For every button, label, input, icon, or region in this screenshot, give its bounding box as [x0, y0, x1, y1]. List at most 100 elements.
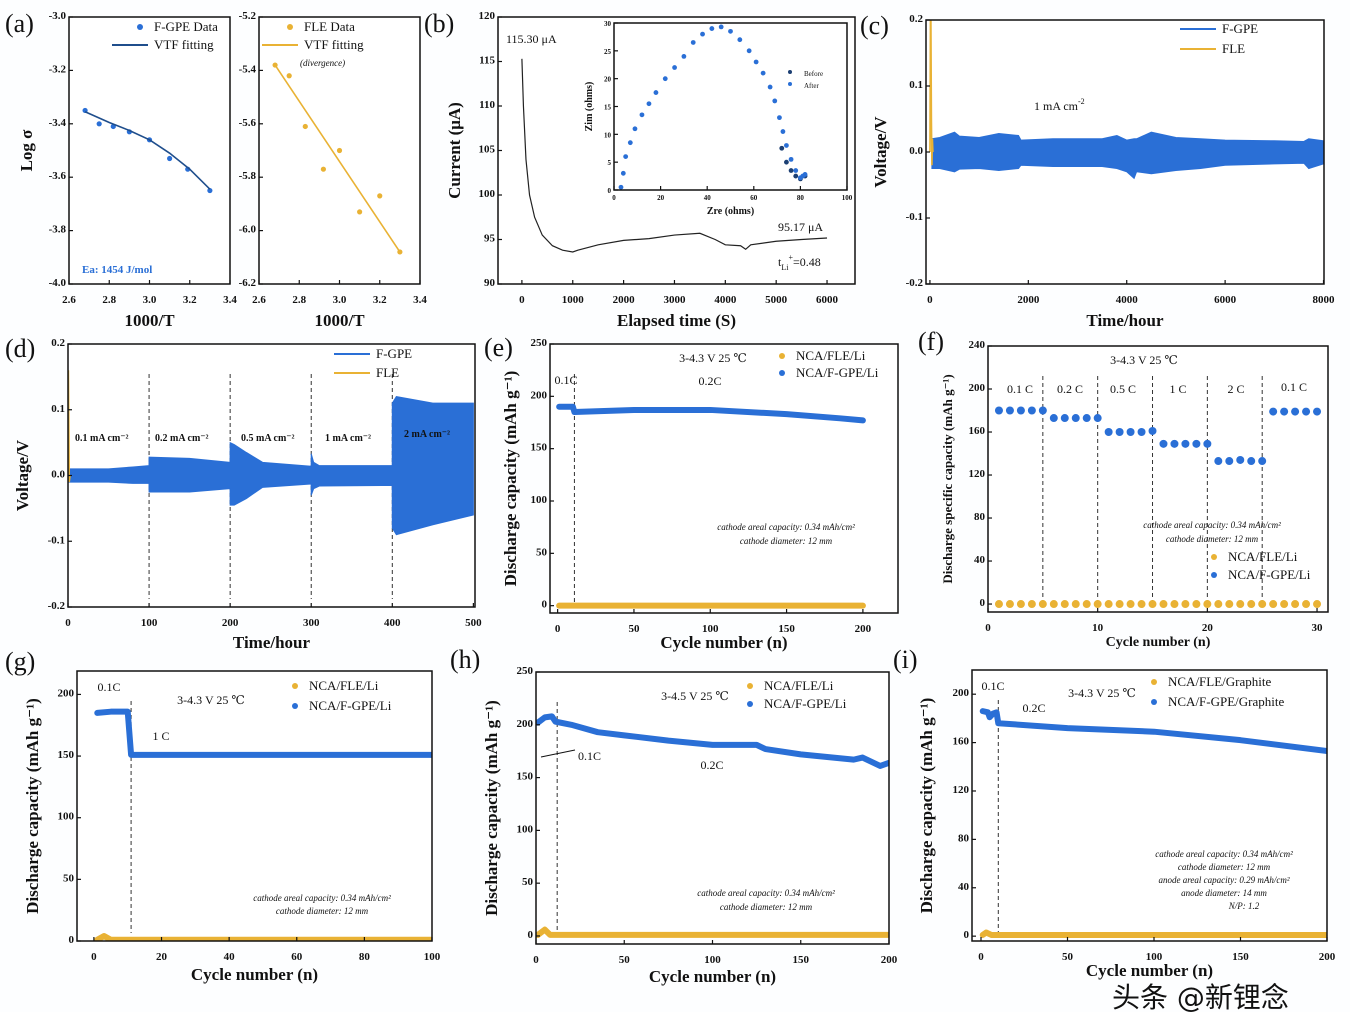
y-tick-label: 10	[604, 131, 612, 139]
series-curve-line	[521, 58, 828, 253]
annotation: 0.2C	[700, 758, 723, 772]
legend-label: Before	[804, 70, 823, 78]
legend-label: FLE	[376, 365, 399, 380]
series-f-gpe-band	[68, 396, 474, 536]
annotation: 0.5 C	[1110, 382, 1136, 396]
series-before-point	[779, 145, 785, 151]
y-tick-label: 50	[536, 546, 548, 558]
x-tick-label: 2.8	[292, 294, 306, 306]
x-tick-label: 0	[978, 951, 984, 963]
y-tick-label: 95	[484, 233, 496, 245]
series-nca-fle-li-point	[1236, 600, 1245, 609]
y-tick-label: -3.4	[49, 117, 67, 129]
annotation: cathode diameter: 12 mm	[1166, 534, 1259, 544]
y-axis-title: Discharge specific capacity (mAh g⁻¹)	[940, 374, 955, 583]
plot-area	[972, 670, 1327, 941]
x-tick-label: 0	[985, 622, 991, 634]
annotation: 1 C	[152, 729, 169, 743]
x-tick-label: 20	[156, 951, 168, 963]
plot-layer	[994, 376, 1322, 609]
y-tick-label: 150	[531, 442, 548, 454]
series-nca-fle-li-point	[1104, 600, 1113, 609]
y-tick-label: 30	[604, 20, 612, 28]
series-after-point	[681, 54, 687, 59]
x-tick-label: 4000	[1116, 294, 1139, 306]
panel-i: 0 50 100 150 200 0 40 80 120 160 200 Cycle number (…	[893, 645, 1336, 980]
y-tick-label: 80	[958, 832, 970, 844]
series-nca-f-gpe-li-point	[1313, 407, 1322, 416]
x-tick-label: 0	[91, 951, 97, 963]
legend-label: VTF fitting	[154, 37, 214, 52]
x-tick-label: 80	[797, 194, 805, 202]
x-axis-title: Elapsed time (S)	[617, 311, 736, 330]
legend-label: NCA/F-GPE/Li	[796, 365, 879, 380]
y-axis-title: Voltage/V	[13, 439, 32, 511]
plot-layer	[618, 24, 808, 190]
series-nca-fle-li-point	[1093, 600, 1102, 609]
series-nca-fle-li-point	[1269, 600, 1278, 609]
series-vtf-fitting-line	[274, 64, 401, 253]
y-tick-label: 105	[479, 144, 496, 156]
panel-label: (e)	[484, 333, 513, 362]
series-fle-data-point	[336, 147, 343, 154]
legend-entry: NCA/F-GPE/Li	[292, 698, 392, 713]
legend-marker-swatch	[1151, 699, 1157, 705]
plot-area	[988, 346, 1328, 612]
y-tick-label: 40	[974, 554, 986, 566]
panel-label: (c)	[860, 11, 889, 40]
y-tick-label: 15	[604, 104, 612, 112]
x-axis-title: Time/hour	[1086, 311, 1164, 330]
legend-entry: NCA/F-GPE/Li	[779, 365, 879, 380]
legend-label: NCA/FLE/Li	[764, 678, 834, 693]
y-tick-label: 160	[969, 425, 986, 437]
annotation: 3-4.3 V 25 ℃	[679, 351, 747, 365]
annotation: 0.1C	[981, 679, 1004, 693]
y-axis-title: Discharge capacity (mAh g⁻¹)	[917, 698, 936, 914]
series-nca-fle-li-point	[1115, 600, 1124, 609]
annotation: 0.1C	[97, 680, 120, 694]
x-tick-label: 2.6	[252, 294, 266, 306]
y-tick-label: 25	[604, 48, 612, 56]
y-tick-label: -3.2	[49, 63, 67, 75]
annotation-part: =0.48	[793, 255, 821, 269]
series-nca-f-gpe-li-point	[1291, 407, 1300, 416]
series-after-point	[646, 101, 652, 107]
series-after-point	[653, 90, 659, 95]
x-axis-title: 1000/T	[314, 311, 365, 330]
panel-f: 0 10 20 30 0 40 80 120 160 200 240 Cycle number (n)…	[918, 327, 1329, 650]
legend-label: NCA/FLE/Li	[1228, 549, 1298, 564]
series-after-point	[760, 70, 766, 76]
y-tick-label: -3.6	[49, 170, 67, 182]
y-tick-label: -0.1	[48, 534, 65, 546]
annotation: 3-4.3 V 25 ℃	[1110, 353, 1178, 367]
legend-entry: FLE	[1180, 41, 1245, 56]
legend-marker-swatch	[1151, 679, 1157, 685]
panel-d: 0 100 200 300 400 500 0.2 0.1 0.0 -0.1 -0.2 Time/ho…	[5, 334, 482, 652]
x-tick-label: 3.0	[143, 294, 157, 306]
series-after-point	[700, 31, 705, 37]
x-tick-label: 6000	[1214, 294, 1237, 306]
legend-entry: FLE Data	[287, 19, 355, 34]
x-tick-label: 80	[359, 951, 371, 963]
series-nca-fle-li-point	[1214, 600, 1223, 609]
x-tick-label: 50	[1062, 951, 1074, 963]
annotation: 3-4.5 V 25 ℃	[661, 689, 729, 703]
legend-entry: F-GPE	[334, 346, 412, 361]
series-after-point	[618, 184, 624, 190]
legend-label: F-GPE Data	[154, 19, 218, 34]
x-tick-label: 0	[533, 954, 539, 966]
legend-label: NCA/FLE/Li	[796, 348, 866, 363]
annotation: cathode areal capacity: 0.34 mAh/cm²	[1155, 849, 1293, 859]
plot-area	[77, 671, 432, 941]
x-tick-label: 100	[424, 951, 441, 963]
series-fle-data-point	[357, 209, 363, 215]
legend-entry: F-GPE	[1180, 21, 1258, 36]
y-tick-label: 200	[531, 389, 548, 401]
annotation: 0.1 mA cm⁻²	[75, 433, 129, 444]
x-tick-label: 3.2	[183, 294, 197, 306]
annotation: 2 C	[1227, 382, 1244, 396]
series-nca-f-gpe-li-point	[1236, 455, 1245, 464]
x-tick-label: 40	[704, 194, 712, 202]
y-tick-label: 150	[58, 749, 75, 761]
legend-entry: FLE	[334, 365, 399, 380]
